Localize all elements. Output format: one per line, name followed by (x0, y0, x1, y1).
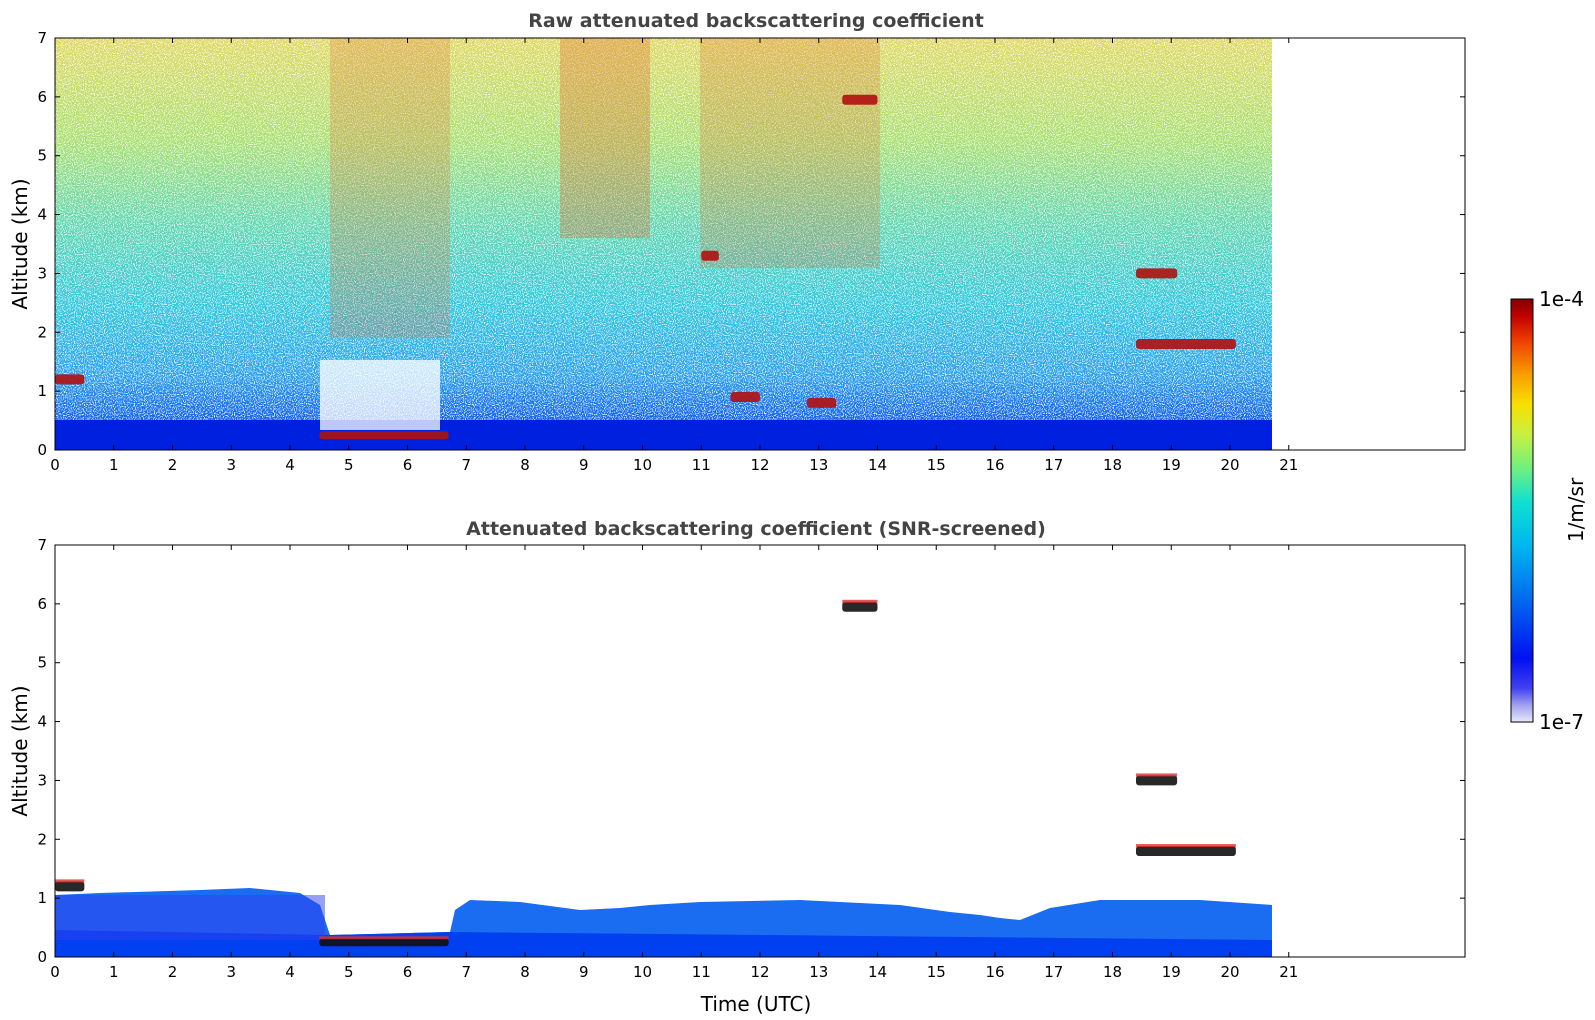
feature-cloud-7 (701, 250, 719, 261)
x-tick-label: 13 (809, 963, 828, 981)
x-tick-label: 12 (750, 456, 769, 474)
feature-cloud-6 (1136, 775, 1178, 786)
x-tick-label: 7 (461, 963, 471, 981)
x-tick-label: 15 (927, 456, 946, 474)
panel2-y-axis-label: Altitude (km) (8, 685, 32, 816)
x-tick-label: 1 (109, 456, 119, 474)
colorbar: 1e-4 1e-7 1/m/sr (1510, 287, 1588, 734)
x-tick-label: 2 (168, 456, 178, 474)
x-tick-label: 4 (285, 963, 295, 981)
x-tick-label: 18 (1103, 456, 1122, 474)
x-tick-label: 9 (579, 456, 589, 474)
x-tick-label: 6 (403, 456, 413, 474)
x-tick-label: 16 (985, 456, 1004, 474)
y-tick-label: 1 (37, 382, 47, 400)
y-tick-label: 6 (37, 595, 47, 613)
feature-cloud-1 (55, 881, 85, 892)
snr-screened-panel: Attenuated backscattering coefficient (S… (8, 518, 1466, 1016)
y-tick-label: 4 (37, 713, 47, 731)
y-tick-label: 7 (37, 29, 47, 47)
x-tick-label: 7 (461, 456, 471, 474)
y-tick-label: 2 (37, 830, 47, 848)
x-tick-label: 21 (1279, 456, 1298, 474)
x-tick-label: 8 (520, 963, 530, 981)
y-tick-label: 7 (37, 536, 47, 554)
x-tick-label: 6 (403, 963, 413, 981)
x-tick-label: 5 (344, 456, 354, 474)
feature-edge-cloud-1 (55, 879, 85, 883)
colorbar-max-label: 1e-4 (1539, 287, 1584, 311)
x-tick-label: 17 (1044, 456, 1063, 474)
feature-cloud-3 (807, 397, 837, 408)
raw-features (55, 94, 1236, 440)
feature-cloud-4 (1136, 846, 1236, 857)
y-tick-label: 2 (37, 323, 47, 341)
x-tick-label: 11 (692, 456, 711, 474)
feature-edge-cloud-4 (1136, 844, 1236, 848)
feature-low-cloud-layer (319, 938, 449, 947)
x-tick-label: 14 (868, 456, 887, 474)
x-tick-label: 4 (285, 456, 295, 474)
x-tick-label: 2 (168, 963, 178, 981)
raw-heatmap (55, 38, 1272, 450)
panel2-y-ticks: 0 1 2 3 4 5 6 7 (37, 536, 1465, 966)
x-tick-label: 0 (50, 456, 60, 474)
raw-backscatter-panel: Raw attenuated backscattering coefficien… (8, 10, 1466, 474)
x-tick-label: 20 (1220, 456, 1239, 474)
y-tick-label: 0 (37, 441, 47, 459)
x-tick-label: 21 (1279, 963, 1298, 981)
feature-edge-low-cloud-layer (319, 936, 449, 940)
x-axis-label: Time (UTC) (700, 992, 812, 1016)
x-tick-label: 5 (344, 963, 354, 981)
feature-edge-cloud-6 (1136, 773, 1178, 777)
x-tick-label: 10 (633, 456, 652, 474)
x-tick-label: 17 (1044, 963, 1063, 981)
x-tick-label: 9 (579, 963, 589, 981)
x-tick-label: 11 (692, 963, 711, 981)
x-tick-label: 19 (1162, 963, 1181, 981)
colorbar-unit-label: 1/m/sr (1564, 477, 1588, 542)
x-tick-label: 15 (927, 963, 946, 981)
x-tick-label: 3 (226, 456, 236, 474)
feature-cloud-5 (842, 601, 878, 612)
panel1-y-ticks: 0 1 2 3 4 5 6 7 (37, 29, 1465, 459)
feature-cloud-6 (1136, 268, 1178, 279)
y-tick-label: 3 (37, 771, 47, 789)
x-tick-label: 14 (868, 963, 887, 981)
snr-heatmap (55, 888, 1272, 957)
panel1-y-axis-label: Altitude (km) (8, 178, 32, 309)
feature-cloud-2 (730, 392, 760, 403)
panel2-x-ticks: 0 1 2 3 4 5 6 7 8 9 10 11 12 13 14 15 16 17 18 19 20 21 (50, 545, 1298, 981)
x-tick-label: 10 (633, 963, 652, 981)
y-tick-label: 5 (37, 147, 47, 165)
y-tick-label: 4 (37, 206, 47, 224)
panel2-title: Attenuated backscattering coefficient (S… (466, 518, 1046, 540)
panel1-x-ticks: 0 1 2 3 4 5 6 7 8 9 10 11 12 13 14 15 16 17 18 19 20 21 (50, 38, 1298, 474)
x-tick-label: 1 (109, 963, 119, 981)
x-tick-label: 20 (1220, 963, 1239, 981)
y-tick-label: 5 (37, 654, 47, 672)
x-tick-label: 12 (750, 963, 769, 981)
feature-edge-cloud-5 (842, 599, 878, 603)
x-tick-label: 16 (985, 963, 1004, 981)
colorbar-gradient (1510, 298, 1534, 723)
feature-low-cloud-layer (319, 431, 449, 440)
y-tick-label: 6 (37, 88, 47, 106)
x-tick-label: 19 (1162, 456, 1181, 474)
y-tick-label: 1 (37, 889, 47, 907)
x-tick-label: 3 (226, 963, 236, 981)
x-tick-label: 0 (50, 963, 60, 981)
feature-cloud-4 (1136, 339, 1236, 350)
x-tick-label: 13 (809, 456, 828, 474)
feature-cloud-5 (842, 94, 878, 105)
snr-features (55, 599, 1236, 947)
y-tick-label: 0 (37, 948, 47, 966)
x-tick-label: 18 (1103, 963, 1122, 981)
panel1-title: Raw attenuated backscattering coefficien… (528, 10, 984, 32)
colorbar-min-label: 1e-7 (1539, 710, 1584, 734)
x-tick-label: 8 (520, 456, 530, 474)
feature-cloud-1 (55, 374, 85, 385)
y-tick-label: 3 (37, 264, 47, 282)
